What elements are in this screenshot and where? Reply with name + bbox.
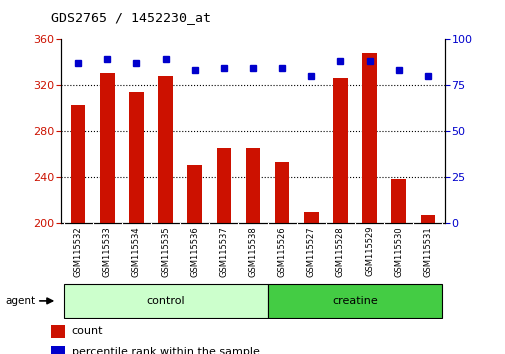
Text: GDS2765 / 1452230_at: GDS2765 / 1452230_at: [50, 11, 210, 24]
Text: percentile rank within the sample: percentile rank within the sample: [72, 347, 259, 354]
Text: GSM115530: GSM115530: [393, 226, 402, 276]
Text: GSM115528: GSM115528: [335, 226, 344, 276]
Text: GSM115537: GSM115537: [219, 226, 228, 277]
Text: GSM115529: GSM115529: [364, 226, 373, 276]
Bar: [304, 212, 318, 223]
Bar: [267, 284, 441, 318]
Text: creatine: creatine: [331, 296, 377, 306]
Bar: [158, 76, 173, 223]
Bar: [420, 215, 434, 223]
Text: GSM115533: GSM115533: [103, 226, 112, 277]
Bar: [50, 325, 65, 338]
Text: GSM115535: GSM115535: [161, 226, 170, 276]
Bar: [332, 78, 347, 223]
Text: agent: agent: [5, 296, 35, 306]
Text: GSM115531: GSM115531: [423, 226, 431, 276]
Bar: [129, 92, 143, 223]
Bar: [71, 104, 85, 223]
Bar: [245, 148, 260, 223]
Text: control: control: [146, 296, 184, 306]
Bar: [362, 53, 376, 223]
Bar: [274, 162, 289, 223]
Bar: [100, 74, 115, 223]
Text: GSM115536: GSM115536: [190, 226, 199, 277]
Text: GSM115527: GSM115527: [306, 226, 315, 276]
Text: count: count: [72, 326, 103, 337]
Text: GSM115534: GSM115534: [132, 226, 141, 276]
Bar: [50, 346, 65, 354]
Bar: [187, 166, 201, 223]
Text: GSM115538: GSM115538: [248, 226, 257, 277]
Bar: [216, 148, 231, 223]
Bar: [64, 284, 267, 318]
Bar: [390, 179, 405, 223]
Text: GSM115532: GSM115532: [74, 226, 82, 276]
Text: GSM115526: GSM115526: [277, 226, 286, 276]
